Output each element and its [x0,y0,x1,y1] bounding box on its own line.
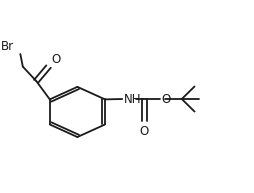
Text: NH: NH [123,92,141,106]
Text: O: O [52,53,61,66]
Text: Br: Br [1,40,14,53]
Text: O: O [140,125,149,138]
Text: O: O [161,92,170,106]
